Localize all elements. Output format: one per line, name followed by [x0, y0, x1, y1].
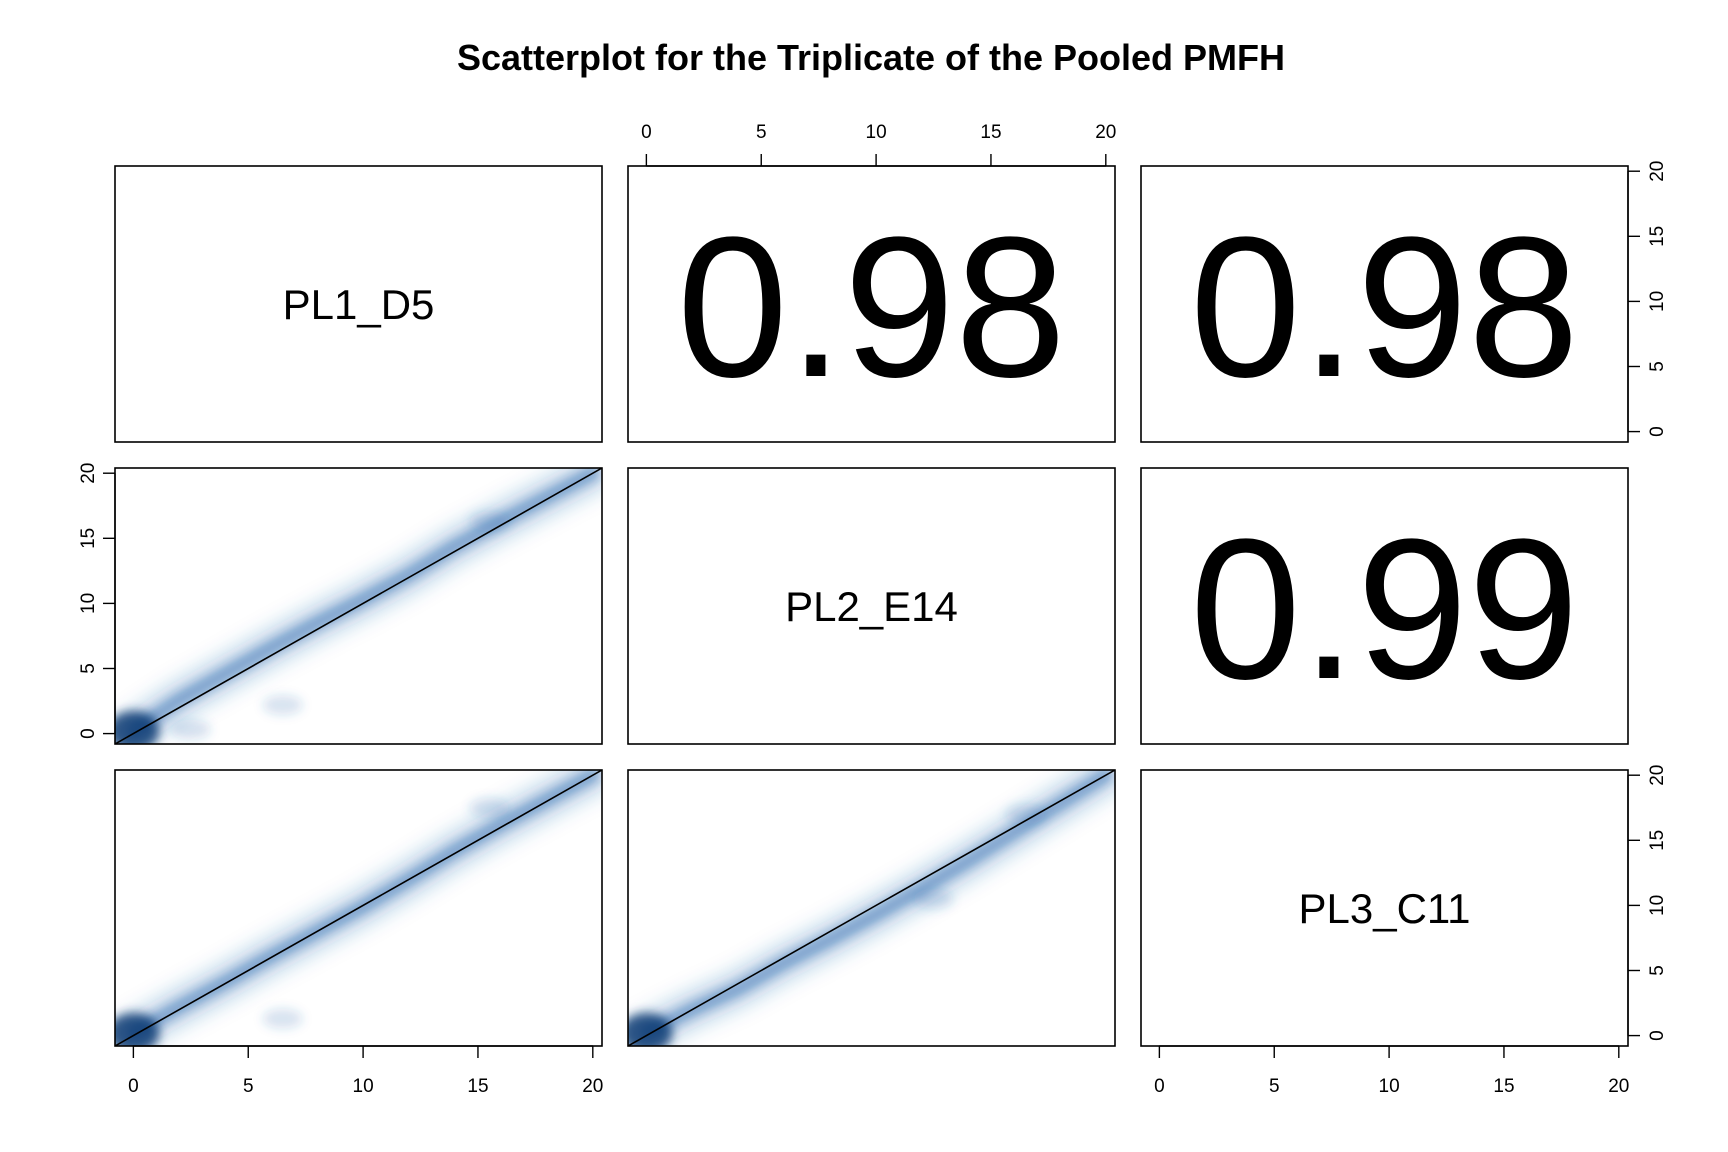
tick-label: 0: [641, 122, 652, 143]
variable-label: PL2_E14: [785, 583, 958, 630]
density-peak: [115, 710, 160, 744]
reference-line: [115, 468, 602, 744]
tick-label: 20: [1095, 122, 1116, 143]
panel-r2-c0: [114, 769, 603, 1047]
tick-label: 10: [1647, 291, 1668, 312]
tick-label: 20: [1647, 765, 1668, 786]
tick-label: 20: [582, 1076, 603, 1097]
tick-label: 10: [353, 1076, 374, 1097]
panel-r0-c1: 0.98: [627, 165, 1116, 443]
tick-label: 10: [1647, 895, 1668, 916]
tick-label: 15: [980, 122, 1001, 143]
reference-line: [115, 770, 602, 1046]
panel-r0-c0: PL1_D5: [114, 165, 603, 443]
top-x-axis-1: 0 5 10 15 20: [641, 122, 1116, 167]
panel-grid: PL1_D5 0.98 0.98 PL2_E14 0.99 PL3_C11: [114, 165, 1629, 1047]
tick-label: 0: [1154, 1076, 1165, 1097]
tick-label: 20: [1647, 161, 1668, 182]
variable-label: PL1_D5: [283, 281, 435, 328]
reference-line: [628, 770, 1115, 1046]
tick-label: 5: [1647, 361, 1668, 372]
tick-label: 5: [756, 122, 767, 143]
axes: 0 5 10 15 20 0 5 10 15 20 0 5 10 15 20 0 5 10 15 20 0 5 10 15 20…: [78, 122, 1668, 1097]
density-core: [126, 468, 600, 738]
bottom-x-axis-2: 0 5 10 15 20: [1154, 1045, 1629, 1097]
panel-r0-c2: 0.98: [1140, 165, 1629, 443]
panel-frame: [627, 467, 1116, 745]
right-y-axis-0: 0 5 10 15 20: [1627, 161, 1668, 437]
panel-r2-c2: PL3_C11: [1140, 769, 1629, 1047]
density-blob: [469, 511, 510, 532]
tick-label: 0: [1647, 1030, 1668, 1041]
density-blob: [1005, 804, 1046, 825]
tick-label: 0: [128, 1076, 139, 1097]
panel-r1-c1: PL2_E14: [627, 467, 1116, 745]
panel-r2-c1: [627, 769, 1116, 1047]
density-blob: [262, 694, 303, 715]
correlation-label: 0.98: [1190, 196, 1579, 419]
panel-r1-c2: 0.99: [1140, 467, 1629, 745]
density-blob: [469, 797, 510, 818]
correlation-label: 0.98: [677, 196, 1066, 419]
tick-label: 10: [78, 593, 99, 614]
tick-label: 15: [78, 528, 99, 549]
left-y-axis-1: 0 5 10 15 20: [78, 463, 116, 739]
density-blob: [262, 1008, 303, 1029]
right-y-axis-2: 0 5 10 15 20: [1627, 765, 1668, 1041]
tick-label: 5: [1647, 965, 1668, 976]
tick-label: 5: [243, 1076, 254, 1097]
tick-label: 5: [78, 663, 99, 674]
tick-label: 10: [866, 122, 887, 143]
density-cloud: [628, 770, 1115, 1046]
variable-label: PL3_C11: [1298, 885, 1470, 932]
tick-label: 10: [1379, 1076, 1400, 1097]
tick-label: 15: [1647, 830, 1668, 851]
tick-label: 0: [1647, 426, 1668, 437]
panel-frame: [627, 769, 1116, 1047]
panel-frame: [1140, 467, 1629, 745]
tick-label: 20: [1608, 1076, 1629, 1097]
tick-label: 0: [78, 728, 99, 739]
panel-r1-c0: [114, 467, 603, 745]
tick-label: 15: [1493, 1076, 1514, 1097]
density-peak: [115, 1012, 160, 1046]
tick-label: 15: [1647, 226, 1668, 247]
density-core: [639, 770, 1113, 1040]
tick-label: 5: [1269, 1076, 1280, 1097]
density-peak: [628, 1012, 673, 1046]
tick-label: 20: [78, 463, 99, 484]
tick-label: 15: [467, 1076, 488, 1097]
chart-title: Scatterplot for the Triplicate of the Po…: [457, 37, 1285, 78]
panel-frame: [114, 165, 603, 443]
density-blob: [913, 888, 954, 909]
density-blob: [170, 719, 211, 740]
bottom-x-axis-0: 0 5 10 15 20: [128, 1045, 603, 1097]
correlation-label: 0.99: [1190, 498, 1579, 721]
